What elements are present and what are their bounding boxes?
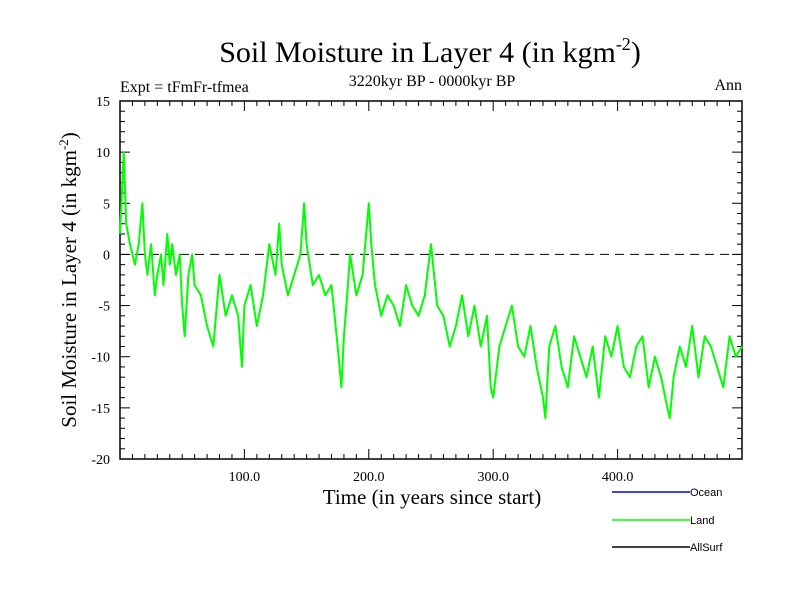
y-tick-label: -10 [91,351,110,366]
x-tick-label: 200.0 [353,470,385,485]
y-tick-label: 10 [96,146,110,161]
legend-label-allsurf: AllSurf [690,542,723,554]
y-tick-label: 5 [103,197,110,212]
axis-ticks [120,100,742,460]
series-lines [119,151,743,420]
x-axis-label: Time (in years since start) [323,485,542,509]
y-axis-label: Soil Moisture in Layer 4 (in kgm-2) [56,132,81,427]
y-tick-label: -20 [91,453,110,468]
x-tick-label: 100.0 [229,470,261,485]
chart-subtitle: 3220kyr BP - 0000kyr BP [349,73,516,90]
y-axis-label-superscript: -2 [56,139,71,150]
y-tick-label: -5 [98,300,110,315]
y-tick-label: 0 [103,248,110,263]
chart-title-superscript: -2 [616,34,631,54]
season-label: Ann [714,77,742,94]
plot-frame [119,100,743,460]
axis-tick-labels: -20 -15 -10 -5 0 5 10 15 100.0 200.0 300.0 400.0 [91,95,633,485]
y-tick-label: 15 [96,95,110,110]
legend: Ocean Land AllSurf [612,487,723,554]
y-tick-label: -15 [91,402,110,417]
series-line-land [119,151,743,420]
x-tick-label: 400.0 [602,470,634,485]
x-tick-label: 300.0 [477,470,509,485]
legend-label-land: Land [690,515,714,527]
legend-label-ocean: Ocean [690,487,722,499]
chart-title: Soil Moisture in Layer 4 (in kgm-2) [219,34,641,69]
experiment-label: Expt = tFmFr-tfmea [120,79,249,96]
